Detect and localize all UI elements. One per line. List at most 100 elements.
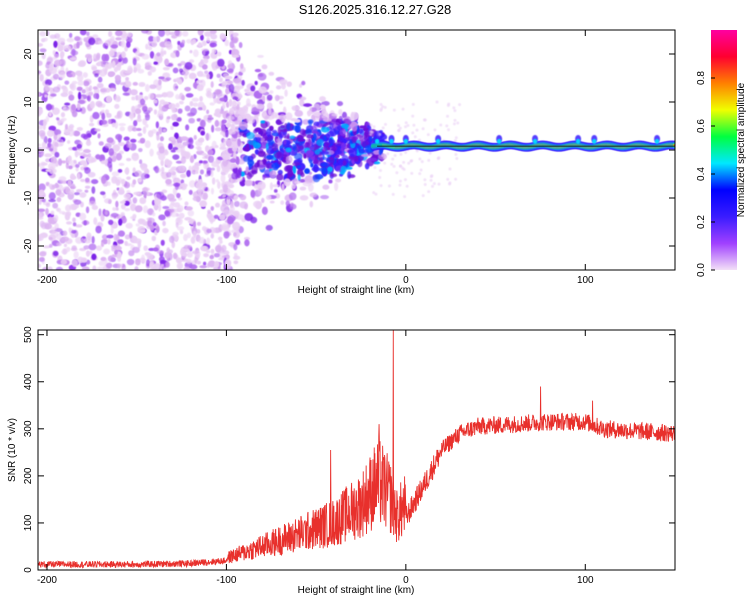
spectrogram-cell — [207, 209, 211, 214]
spectrogram-cell — [301, 80, 306, 86]
spectrogram-cell — [53, 214, 59, 222]
spectrogram-cell — [176, 204, 184, 213]
spectrogram-cell — [104, 210, 108, 216]
spectrogram-cell — [189, 100, 194, 107]
spectrogram-cell — [80, 159, 87, 166]
spectrogram-cell — [164, 158, 170, 165]
spectrogram-cell — [67, 128, 75, 137]
spectrogram-cell — [57, 44, 64, 52]
spectrogram-cell — [188, 189, 193, 195]
spectrogram-cell — [351, 136, 357, 144]
spectrogram-cell — [64, 123, 69, 130]
spectrogram-cell — [82, 154, 90, 158]
snr-ytick-label: 500 — [23, 326, 34, 343]
spectrogram-cell — [123, 136, 130, 141]
spectrogram-cell — [146, 259, 151, 267]
spectrogram-cell — [272, 184, 280, 188]
spectrogram-cell — [202, 104, 207, 111]
spectrogram-cell — [453, 109, 457, 113]
spectrogram-cell — [190, 236, 196, 244]
spectrogram-cell — [209, 42, 217, 48]
spectrogram-cell — [178, 100, 184, 105]
spectrogram-cell — [181, 70, 190, 76]
spectrogram-cell — [94, 73, 99, 78]
spectrogram-cell — [170, 136, 176, 141]
spectrogram-cell — [44, 153, 53, 158]
spectrogram-cell — [81, 89, 87, 94]
spectrogram-cell — [410, 159, 414, 163]
spectrogram-cell — [48, 125, 57, 132]
spectrogram-cell — [164, 58, 170, 66]
spectrogram-cell — [289, 135, 296, 140]
spectrogram-cell — [162, 227, 169, 234]
spectrogram-cell — [337, 135, 344, 142]
spectrogram-cell — [262, 111, 267, 117]
spectrogram-cell — [147, 217, 155, 224]
spectrogram-cell — [53, 40, 58, 48]
spectrogram-cell — [85, 140, 92, 147]
spectrogram-cell — [322, 117, 332, 122]
spectrogram-cell — [88, 91, 94, 96]
spectrogram-cell — [262, 158, 267, 166]
spectrogram-cell — [387, 184, 391, 188]
spectrogram-cell — [233, 212, 239, 216]
spectrogram-cell — [235, 239, 241, 246]
spectrogram-cell — [227, 64, 233, 69]
spectrogram-cell — [72, 130, 81, 137]
spectrogram-cell — [108, 219, 114, 225]
spectrogram-cell — [229, 107, 235, 114]
spectrogram-cell — [226, 115, 235, 121]
spectrogram-cell — [162, 220, 166, 227]
spectrogram-cell — [139, 137, 146, 144]
spectrogram-cell — [130, 89, 138, 96]
spectrogram-cell — [281, 183, 285, 191]
spectrogram-cell — [294, 180, 301, 184]
spectrogram-cell — [232, 179, 239, 183]
spectrogram-cell — [76, 127, 83, 131]
spectrogram-cell — [132, 57, 137, 66]
spectrogram-cell — [204, 70, 209, 75]
colorbar-ticks: 0.0 0.2 0.4 0.6 0.8 — [696, 71, 715, 277]
spectrogram-cell — [142, 126, 147, 135]
spectrogram-cell — [100, 160, 107, 165]
spectrogram-cell — [71, 110, 78, 118]
spectrogram-cell — [256, 160, 260, 167]
colorbar-tick-label: 0.4 — [696, 167, 707, 181]
spectrogram-cell — [71, 233, 75, 238]
spectrogram-cell — [276, 173, 284, 181]
spectrogram-cell — [39, 220, 45, 228]
spectrogram-cell — [197, 188, 202, 197]
spectrogram-cell — [216, 51, 222, 57]
spectrogram-cell — [38, 129, 46, 137]
spectrogram-cell — [83, 237, 92, 244]
spectrogram-cell — [201, 48, 209, 52]
spectrogram-cell — [97, 133, 101, 139]
spectrogram-cell — [172, 154, 180, 160]
spectrogram-cell — [437, 182, 441, 186]
spectrogram-cell — [92, 111, 100, 120]
spectrogram-cell — [303, 153, 307, 159]
spectrogram-cell — [206, 228, 212, 234]
spectrogram-cell — [217, 236, 223, 241]
spectrogram-cell — [373, 149, 381, 155]
spectrogram-cell — [64, 80, 70, 85]
spectrogram-cell — [50, 93, 57, 97]
spectrogram-cell — [654, 138, 660, 144]
spectrogram-cell — [118, 218, 123, 226]
spectrogram-cell — [309, 200, 314, 208]
spectrogram-cell — [101, 109, 105, 114]
spectrogram-cell — [350, 111, 359, 121]
spectrogram-cell — [185, 258, 192, 264]
spectrogram-cell — [496, 138, 502, 144]
spectrogram-cell — [101, 53, 108, 62]
spectrogram-cell — [175, 160, 183, 164]
spectrogram-cell — [165, 178, 172, 185]
spectrogram-cell — [383, 122, 387, 126]
spectrogram-cell — [77, 99, 86, 105]
spectrogram-cell — [328, 156, 334, 160]
snr-ticks: -200 -100 0 100 0 100 200 300 400 500 — [23, 326, 675, 586]
spectrogram-cell — [45, 202, 51, 208]
spectrogram-cell — [73, 199, 82, 205]
spectrogram-cell — [246, 91, 254, 95]
spectrogram-cell — [253, 200, 263, 208]
